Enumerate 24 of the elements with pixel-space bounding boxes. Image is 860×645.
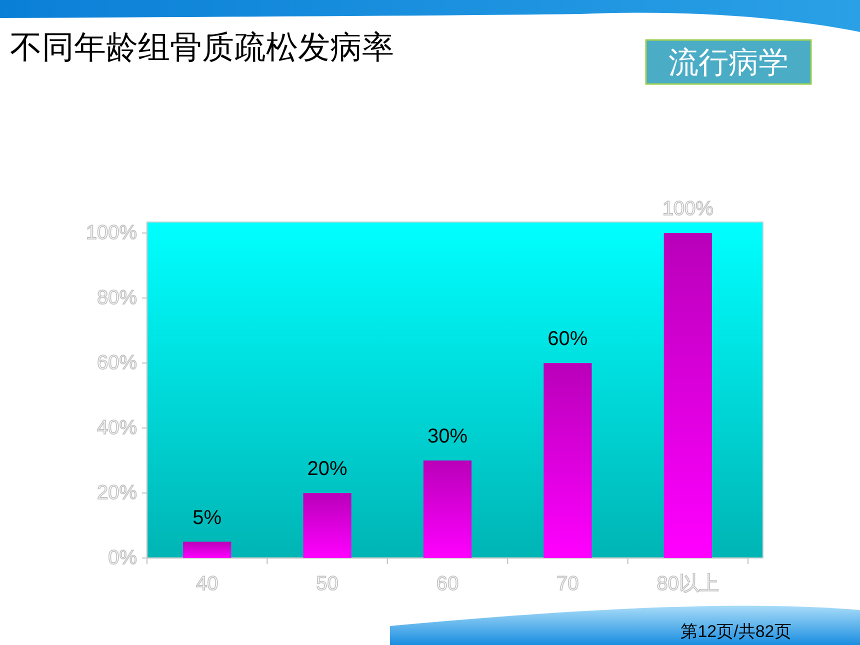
chart-title: 不同年龄组骨质疏松发病率 — [10, 29, 394, 65]
x-tick-label: 60 — [436, 573, 459, 595]
y-tick-label: 60% — [96, 352, 138, 374]
data-label: 20% — [307, 458, 348, 480]
bar — [303, 493, 352, 558]
data-label: 30% — [427, 426, 468, 448]
y-tick-label: 80% — [96, 287, 138, 309]
data-label: 100% — [662, 198, 714, 220]
x-tick-label: 70 — [556, 573, 579, 595]
y-tick-label: 100% — [86, 222, 138, 244]
y-tick-label: 40% — [96, 417, 138, 439]
bar — [183, 542, 232, 558]
x-tick-label: 40 — [196, 573, 218, 595]
data-label: 60% — [548, 328, 588, 350]
y-tick-label: 0% — [108, 547, 138, 569]
x-tick-label: 80以上 — [656, 573, 720, 595]
text: 流行病学 — [668, 46, 788, 80]
text: 第12页/共82页 — [680, 622, 792, 641]
x-tick-label: 50 — [316, 573, 338, 595]
y-tick-label: 20% — [96, 482, 138, 504]
data-label: 5% — [192, 506, 222, 529]
bar — [423, 460, 472, 558]
bar — [544, 363, 592, 558]
bar — [664, 233, 712, 558]
